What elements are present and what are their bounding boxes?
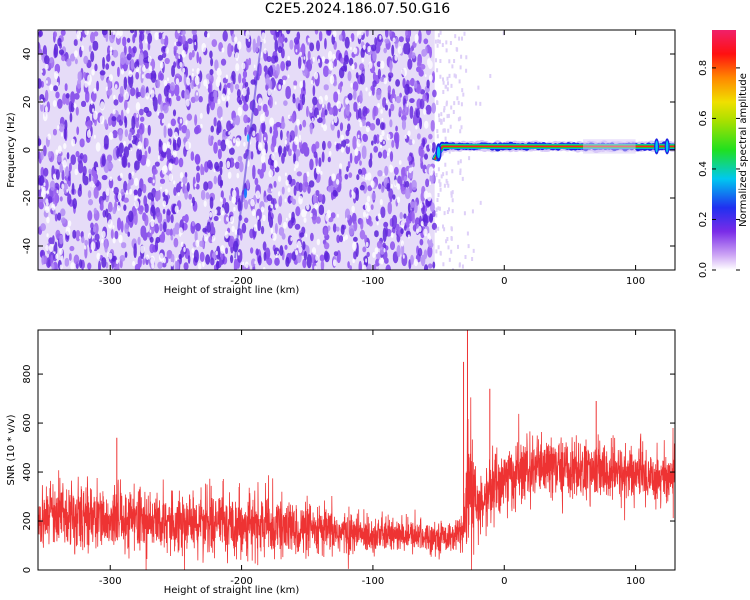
spectrogram-xtick-label: 100 xyxy=(626,276,645,287)
chart-title: C2E5.2024.186.07.50.G16 xyxy=(264,1,451,17)
snr-xlabel: Height of straight line (km) xyxy=(164,585,300,596)
snr-ytick-label: 600 xyxy=(22,414,33,433)
streak-highlight xyxy=(246,134,250,142)
colorbar: 0.0 0.2 0.4 0.6 0.8 Normalized spectral ampli… xyxy=(698,30,749,278)
snr-panel: -300 -200 -100 0 100 0 200 400 600 800 Height of s… xyxy=(6,329,676,596)
noise-blobs xyxy=(38,30,436,270)
snr-xtick-label: -300 xyxy=(99,576,122,587)
colorbar-tick-label: 0.8 xyxy=(698,60,709,76)
snr-ytick-label: 200 xyxy=(22,511,33,530)
spectrogram-ytick-label: 0 xyxy=(22,147,33,153)
sparse-noise xyxy=(434,30,505,270)
snr-series-line xyxy=(38,397,675,570)
streak-highlight xyxy=(244,188,248,199)
snr-frame xyxy=(37,329,676,571)
spectrogram-xtick-label: 0 xyxy=(501,276,507,287)
snr-ytick-label: 400 xyxy=(22,462,33,481)
colorbar-tick-label: 0.6 xyxy=(698,110,709,126)
noise-blobs xyxy=(38,30,437,270)
tone-bump xyxy=(655,140,658,153)
noise-speckle xyxy=(38,30,434,270)
spectrogram-ytick-label: -40 xyxy=(22,238,33,254)
spectrogram-ytick-label: 40 xyxy=(22,48,33,61)
snr-ytick-label: 800 xyxy=(22,365,33,384)
spectrogram-xtick-label: -200 xyxy=(230,276,253,287)
snr-xtick-label: -100 xyxy=(362,576,385,587)
faint-streak xyxy=(234,41,263,259)
colorbar-tick-label: 0.0 xyxy=(698,262,709,278)
tone-onset xyxy=(436,146,441,159)
tone-halo xyxy=(583,139,636,154)
colorbar-label: Normalized spectral amplitude xyxy=(738,73,749,227)
snr-xtick-label: 100 xyxy=(626,576,645,587)
spectrogram-ytick-label: 20 xyxy=(22,96,33,109)
colorbar-tick-label: 0.4 xyxy=(698,161,709,177)
snr-xtick-label: -200 xyxy=(230,576,253,587)
spectrogram-xlabel: Height of straight line (km) xyxy=(164,285,300,296)
colorbar-tick-label: 0.2 xyxy=(698,212,709,228)
snr-ytick-label: 0 xyxy=(22,567,33,573)
snr-ylabel: SNR (10 * v/v) xyxy=(6,414,17,485)
spectrogram-ytick-label: -20 xyxy=(22,190,33,206)
spectrogram-xtick-label: -300 xyxy=(99,276,122,287)
spectrogram-ylabel: Frequency (Hz) xyxy=(6,112,17,188)
spectrogram-xtick-label: -100 xyxy=(362,276,385,287)
tone-bump xyxy=(665,140,669,153)
colorbar-gradient xyxy=(712,30,736,270)
snr-xtick-label: 0 xyxy=(501,576,507,587)
